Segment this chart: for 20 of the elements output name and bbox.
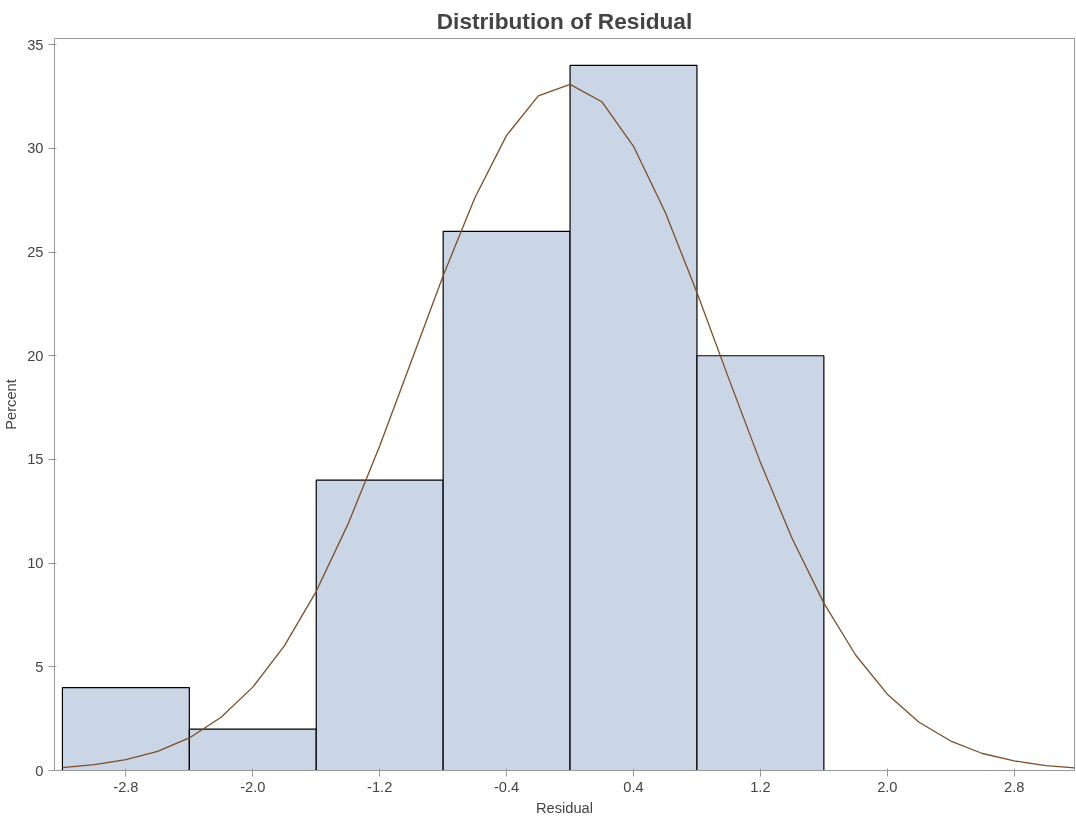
chart-title: Distribution of Residual <box>436 7 693 34</box>
x-tick-label: -2.8 <box>113 778 139 795</box>
x-axis-title: Residual <box>535 799 594 816</box>
y-tick-label: 0 <box>35 762 44 779</box>
y-tick-label: 15 <box>27 451 44 468</box>
x-tick-label: 2.8 <box>1004 778 1025 795</box>
line-series <box>61 83 1075 769</box>
x-tick-label: -2.0 <box>240 778 266 795</box>
y-tick-label: 25 <box>27 244 44 261</box>
x-tick-label: -1.2 <box>367 778 393 795</box>
y-tick-label: 10 <box>27 555 44 572</box>
x-tick-label: 0.4 <box>623 778 644 795</box>
x-tick-label: 1.2 <box>750 778 771 795</box>
y-tick-label: 5 <box>35 658 44 675</box>
x-tick-label: -0.4 <box>493 778 520 795</box>
y-tick-label: 35 <box>27 36 44 53</box>
x-tick-label: 2.0 <box>877 778 898 795</box>
y-axis-title: Percent <box>3 379 20 430</box>
y-tick-label: 20 <box>27 347 44 364</box>
y-tick-label: 30 <box>27 140 44 157</box>
